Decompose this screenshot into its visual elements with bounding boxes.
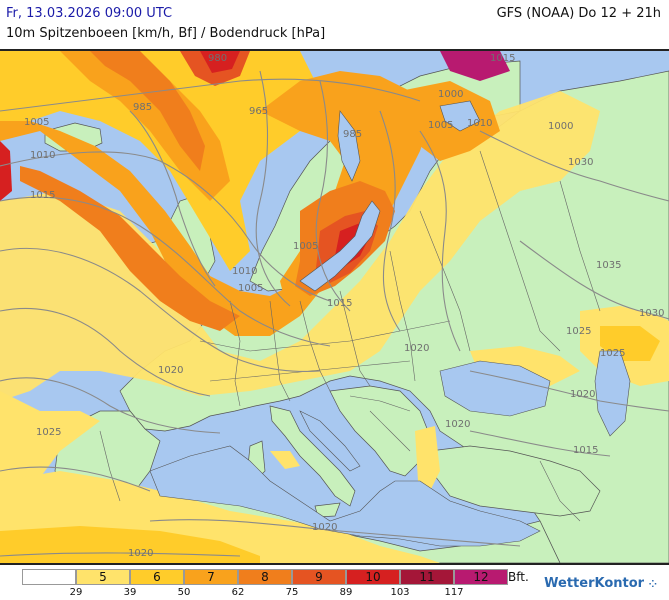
black-sea [439,360,551,417]
isobar-label: 965 [249,106,268,117]
isobar-label: 1020 [128,548,153,559]
isobar-label: 1000 [548,121,573,132]
map-subtitle: 10m Spitzenboeen [km/h, Bf] / Bodendruck… [6,26,326,41]
legend-class-bf8: 8 [238,569,292,585]
isobar-label: 1020 [570,389,595,400]
isobar-label: 1025 [600,348,625,359]
isobar-label: 1025 [36,427,61,438]
isobar-label: 980 [208,53,227,64]
isobar-label: 1015 [490,53,515,64]
legend-class-bf6: 6 [130,569,184,585]
legend-threshold: 50 [177,587,191,598]
legend-threshold: 117 [444,587,464,598]
isobar-label: 985 [343,129,362,140]
isobar-label: 1015 [30,190,55,201]
isobar-label: 1000 [438,89,463,100]
legend-threshold: 62 [231,587,245,598]
gust-bf8-arc [90,51,205,171]
legend-unit-label: Bft. [508,570,529,584]
land-anatolia [429,445,601,517]
white-sea [439,100,481,132]
isobar-labels: 980 985 965 1005 1010 1015 1000 1005 101… [24,53,664,559]
isobar-label: 1010 [467,118,492,129]
isobar-lines [0,70,669,557]
isobar-label: 1020 [312,522,337,533]
isobar-label: 1010 [30,150,55,161]
logo-dots-icon: ⁘ [648,579,657,590]
legend-threshold: 89 [339,587,353,598]
baltic-sea [299,200,381,292]
isobar-label: 1015 [327,298,352,309]
wetterkontor-logo[interactable]: WetterKontor ⁘ [544,576,657,591]
gulf-of-bothnia [337,110,361,182]
isobar-label: 1035 [596,260,621,271]
forecast-valid-time: Fr, 13.03.2026 09:00 UTC [6,6,173,21]
legend-threshold: 29 [69,587,83,598]
adriatic-sea [299,410,361,472]
land-italy [269,405,356,507]
isobar-label: 1005 [24,117,49,128]
model-run-label: GFS (NOAA) Do 12 + 21h [496,6,661,21]
isobar-label: 1030 [568,157,593,168]
gust-bf12-north [440,51,510,81]
gust-bf7-arc [60,51,230,201]
gust-bf10-westedge [0,141,12,201]
isobar-label: 1005 [293,241,318,252]
gust-bf7-westband [0,121,320,336]
legend-threshold: 75 [285,587,299,598]
gust-bf10-top [200,51,240,73]
gust-bf8-west [20,166,240,331]
legend-class-0 [22,569,76,585]
isobar-label: 1015 [573,445,598,456]
isobar-label: 1025 [566,326,591,337]
legend-class-bf12: 12 [454,569,508,585]
isobar-label: 1020 [445,419,470,430]
isobar-label: 1005 [428,120,453,131]
isobar-label: 1020 [404,343,429,354]
legend-class-bf10: 10 [346,569,400,585]
mediterranean-sea [149,445,541,547]
legend-threshold: 103 [390,587,410,598]
isobar-label: 1010 [232,266,257,277]
gust-bf5-aegean [415,426,440,491]
legend-class-bf9: 9 [292,569,346,585]
legend-class-bf11: 11 [400,569,454,585]
gust-fields [0,51,669,563]
gust-bf5-atlantic [0,91,600,401]
isobar-label: 1030 [639,308,664,319]
gust-pressure-map: 980 985 965 1005 1010 1015 1000 1005 101… [0,49,669,565]
isobar-label: 1020 [158,365,183,376]
caspian-sea [594,350,631,437]
gust-bf5-tyrrhenian [270,451,300,469]
legend-threshold: 39 [123,587,137,598]
land-balkans [329,385,431,477]
legend-class-bf5: 5 [76,569,130,585]
inland-seas [149,100,631,547]
legend-class-bf7: 7 [184,569,238,585]
isobar-label: 985 [133,102,152,113]
isobar-label: 1005 [238,283,263,294]
